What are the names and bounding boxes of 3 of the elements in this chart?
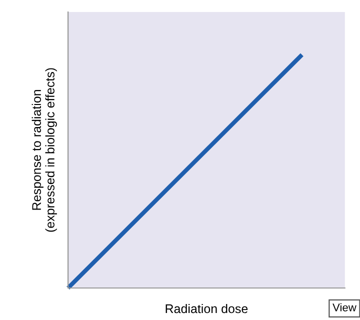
x-axis-title: Radiation dose <box>166 304 248 314</box>
text: View <box>332 303 356 312</box>
y-axis-title: Response to radiation (expressed in biologic effects) <box>32 68 57 232</box>
